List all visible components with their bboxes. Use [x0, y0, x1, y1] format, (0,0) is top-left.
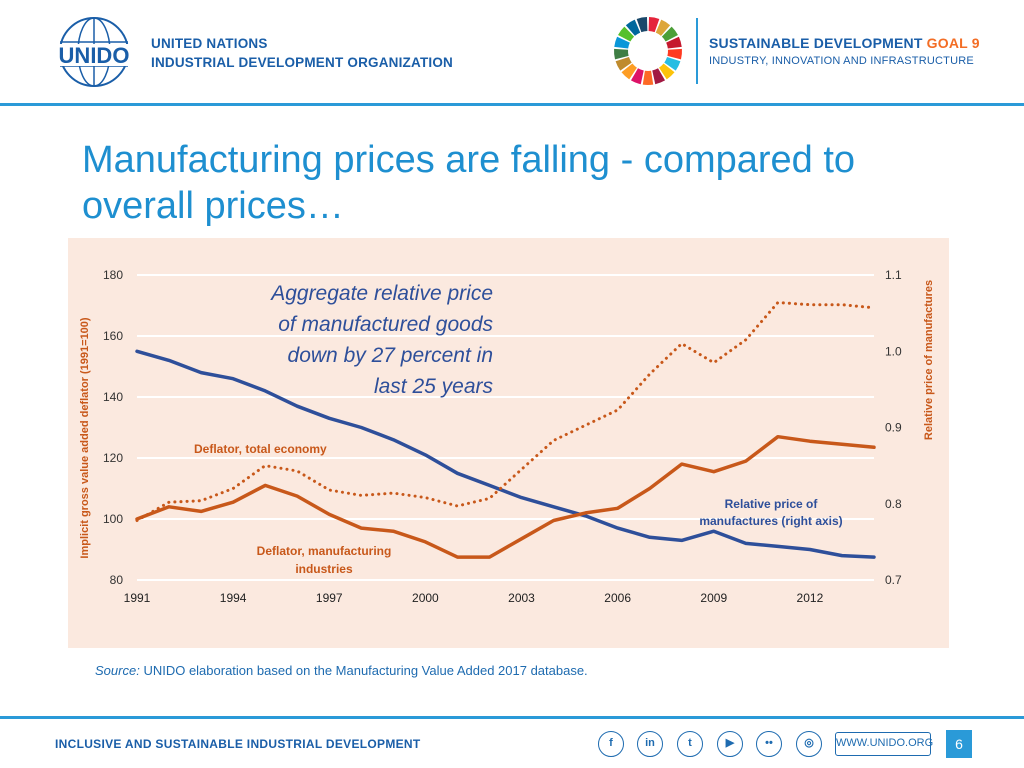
- y2-tick-label: 1.0: [885, 344, 902, 358]
- sdg-wheel-segment: [655, 19, 671, 36]
- y2-tick-label: 0.8: [885, 497, 902, 511]
- annotation-line: down by 27 percent in: [288, 344, 493, 367]
- x-tick-label: 1994: [220, 591, 247, 605]
- x-tick-label: 2006: [604, 591, 631, 605]
- footer-rule: [0, 716, 1024, 719]
- y2-axis-label: Relative price of manufactures: [923, 280, 935, 440]
- label-relative-line2: manufactures (right axis): [699, 514, 842, 528]
- x-tick-label: 2009: [700, 591, 727, 605]
- sdg-wheel-segment: [615, 57, 632, 71]
- x-tick-label: 2003: [508, 591, 535, 605]
- sdg-divider: [696, 18, 698, 84]
- sdg-wheel-segment: [642, 70, 654, 85]
- y2-tick-label: 1.1: [885, 268, 902, 282]
- y-tick-label: 160: [103, 329, 123, 343]
- sdg-subtitle: INDUSTRY, INNOVATION AND INFRASTRUCTURE: [709, 55, 974, 67]
- sdg-goal: GOAL 9: [926, 35, 980, 51]
- source-note: Source: UNIDO elaboration based on the M…: [95, 663, 588, 678]
- y-axis-label: Implicit gross value added deflator (199…: [79, 317, 91, 559]
- line-chart: 80 100 120 140 160 180 0.7 0.8 0.9 1.0 1.1 1991 1994…: [79, 268, 935, 605]
- sdg-wheel-segment: [618, 26, 635, 42]
- website-link[interactable]: WWW.UNIDO.ORG: [835, 732, 933, 756]
- sdg-wheel-segment: [652, 68, 666, 85]
- sdg-wheel-segment: [614, 48, 629, 60]
- sdg-wheel-segment: [625, 19, 641, 36]
- flickr-icon[interactable]: ••: [756, 731, 782, 757]
- org-name: UNITED NATIONS INDUSTRIAL DEVELOPMENT OR…: [151, 34, 453, 72]
- annotation-line: of manufactured goods: [278, 313, 493, 336]
- series-line-2: [135, 301, 876, 522]
- label-total-economy: Deflator, total economy: [194, 442, 327, 456]
- series-line-0: [135, 349, 876, 559]
- instagram-icon[interactable]: ◎: [796, 731, 822, 757]
- page-number: 6: [946, 730, 972, 758]
- sdg-title: SUSTAINABLE DEVELOPMENT GOAL 9: [709, 35, 980, 51]
- x-tick-label: 1997: [316, 591, 343, 605]
- sdg-wheel-segment: [666, 36, 682, 49]
- sdg-wheel-segment: [630, 68, 644, 85]
- sdg-wheel-icon: [614, 17, 682, 85]
- chart-annotation: Aggregate relative price of manufactured …: [269, 282, 493, 398]
- annotation-line: last 25 years: [374, 375, 494, 398]
- sdg-wheel-segment: [614, 36, 630, 49]
- source-text: UNIDO elaboration based on the Manufactu…: [143, 663, 588, 678]
- header: UNIDO UNITED NATIONS INDUSTRIAL DEVELOPM…: [0, 0, 1024, 104]
- org-line1: UNITED NATIONS: [151, 36, 268, 51]
- x-tick-label: 1991: [124, 591, 151, 605]
- header-rule: [0, 103, 1024, 106]
- youtube-icon[interactable]: ▶: [717, 731, 743, 757]
- y-tick-label: 80: [110, 573, 124, 587]
- sdg-wheel-segment: [621, 63, 637, 80]
- y2-tick-label: 0.9: [885, 421, 902, 435]
- series-line-1: [135, 434, 876, 559]
- linkedin-icon[interactable]: in: [637, 731, 663, 757]
- facebook-icon[interactable]: f: [598, 731, 624, 757]
- sdg-wheel-segment: [664, 57, 681, 71]
- org-line2: INDUSTRIAL DEVELOPMENT ORGANIZATION: [151, 55, 454, 70]
- sdg-wheel-segment: [659, 63, 675, 80]
- footer-tagline: INCLUSIVE AND SUSTAINABLE INDUSTRIAL DEV…: [55, 737, 421, 751]
- label-mfg-line1: Deflator, manufacturing: [257, 544, 392, 558]
- sdg-title-text: SUSTAINABLE DEVELOPMENT: [709, 35, 923, 51]
- sdg-wheel-segment: [667, 48, 682, 60]
- y-tick-label: 120: [103, 451, 123, 465]
- twitter-icon[interactable]: t: [677, 731, 703, 757]
- y-tick-label: 140: [103, 390, 123, 404]
- y-tick-label: 180: [103, 268, 123, 282]
- sdg-wheel-segment: [648, 17, 660, 33]
- x-tick-label: 2012: [797, 591, 824, 605]
- sdg-wheel-segment: [636, 17, 648, 33]
- y2-tick-label: 0.7: [885, 573, 902, 587]
- annotation-line: Aggregate relative price: [269, 282, 493, 305]
- sdg-wheel-segment: [661, 26, 678, 42]
- label-relative-line1: Relative price of: [725, 497, 819, 511]
- source-label: Source:: [95, 663, 140, 678]
- x-tick-label: 2000: [412, 591, 439, 605]
- label-mfg-line2: industries: [295, 562, 353, 576]
- y-tick-label: 100: [103, 512, 123, 526]
- logo-text: UNIDO: [59, 43, 130, 68]
- unido-logo[interactable]: UNIDO: [52, 14, 136, 94]
- slide-title: Manufacturing prices are falling - compa…: [82, 139, 856, 227]
